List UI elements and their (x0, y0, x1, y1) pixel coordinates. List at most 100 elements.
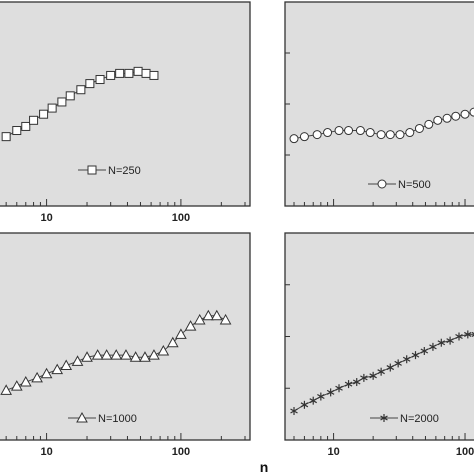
data-point (394, 359, 402, 368)
data-point (460, 109, 470, 119)
data-point (149, 70, 159, 80)
data-point (442, 113, 452, 123)
plot-area (284, 232, 474, 441)
data-point (405, 128, 415, 138)
x-tick-label: 10 (327, 446, 339, 458)
data-point (210, 309, 223, 321)
data-point (139, 351, 151, 362)
data-point (21, 121, 31, 131)
data-point (402, 355, 411, 364)
data-point (10, 380, 23, 391)
legend-marker (87, 165, 97, 175)
legend-label: N=250 (108, 165, 141, 177)
data-point (355, 126, 365, 136)
plot-area (284, 1, 474, 207)
legend-label: N=500 (398, 179, 431, 191)
data-point (57, 97, 67, 107)
data-point (106, 70, 116, 80)
data-point (148, 349, 160, 360)
data-point (0, 384, 12, 395)
data-point (335, 384, 343, 393)
data-point (469, 107, 474, 117)
data-point (317, 392, 325, 401)
data-point (376, 130, 386, 140)
data-point (91, 349, 104, 360)
data-point (299, 132, 309, 142)
data-point (1, 132, 11, 142)
data-point (420, 346, 429, 355)
data-point (323, 128, 333, 138)
legend-marker (377, 179, 387, 189)
data-point (455, 332, 463, 341)
data-point (365, 128, 375, 138)
data-point (334, 126, 344, 136)
data-point (471, 331, 474, 337)
x-axis-label: n (260, 459, 269, 474)
panel-n1000: 10 100 N=1000 (0, 232, 251, 458)
data-point (326, 388, 335, 397)
data-point (110, 349, 123, 360)
panel-n250: 10 100 N=250 (0, 1, 251, 224)
data-point (424, 119, 434, 129)
data-point (141, 68, 151, 78)
data-point (19, 376, 32, 387)
data-point (65, 91, 75, 101)
data-point (47, 103, 57, 113)
data-point (12, 126, 22, 136)
data-point (29, 115, 39, 125)
data-point (289, 134, 299, 144)
legend-label: N=1000 (98, 413, 137, 425)
data-point (309, 396, 318, 405)
data-point (344, 380, 353, 389)
data-point (446, 336, 454, 345)
data-point (437, 338, 446, 347)
data-point (60, 359, 73, 370)
data-point (429, 342, 437, 351)
plot-area (0, 232, 251, 441)
data-point (184, 320, 197, 331)
data-point (395, 130, 405, 140)
data-point (40, 367, 53, 379)
data-point (300, 400, 309, 409)
data-point (202, 309, 215, 321)
data-point (124, 68, 134, 78)
data-point (360, 373, 368, 382)
data-point (129, 351, 142, 362)
data-point (385, 130, 395, 140)
data-point (290, 407, 298, 416)
data-point (120, 349, 132, 360)
data-point (219, 313, 232, 325)
data-point (157, 344, 170, 356)
data-point (464, 330, 472, 339)
data-point (369, 371, 377, 380)
data-point (81, 351, 93, 362)
data-point (193, 313, 206, 325)
panel-n2000: 10 100 N=2000 (284, 232, 474, 458)
data-point (115, 68, 125, 78)
data-point (312, 130, 322, 140)
x-tick-label: 100 (456, 446, 474, 458)
data-point (95, 75, 105, 85)
data-point (175, 328, 187, 339)
plot-area (0, 1, 251, 207)
x-tick-label: 100 (172, 446, 190, 458)
data-point (433, 115, 443, 125)
legend-label: N=2000 (400, 413, 439, 425)
data-point (414, 123, 424, 133)
data-point (133, 66, 143, 76)
data-point (31, 371, 43, 383)
data-point (352, 378, 361, 387)
data-point (344, 126, 354, 136)
legend-marker (380, 414, 388, 422)
data-point (411, 351, 420, 360)
data-point (166, 336, 179, 348)
data-point (71, 355, 84, 366)
data-point (76, 85, 86, 95)
x-tick-label: 100 (172, 212, 190, 224)
x-tick-label: 10 (40, 446, 52, 458)
panel-n500: N=500 (284, 1, 474, 207)
data-point (85, 79, 95, 89)
data-point (100, 349, 113, 360)
data-point (451, 111, 461, 121)
